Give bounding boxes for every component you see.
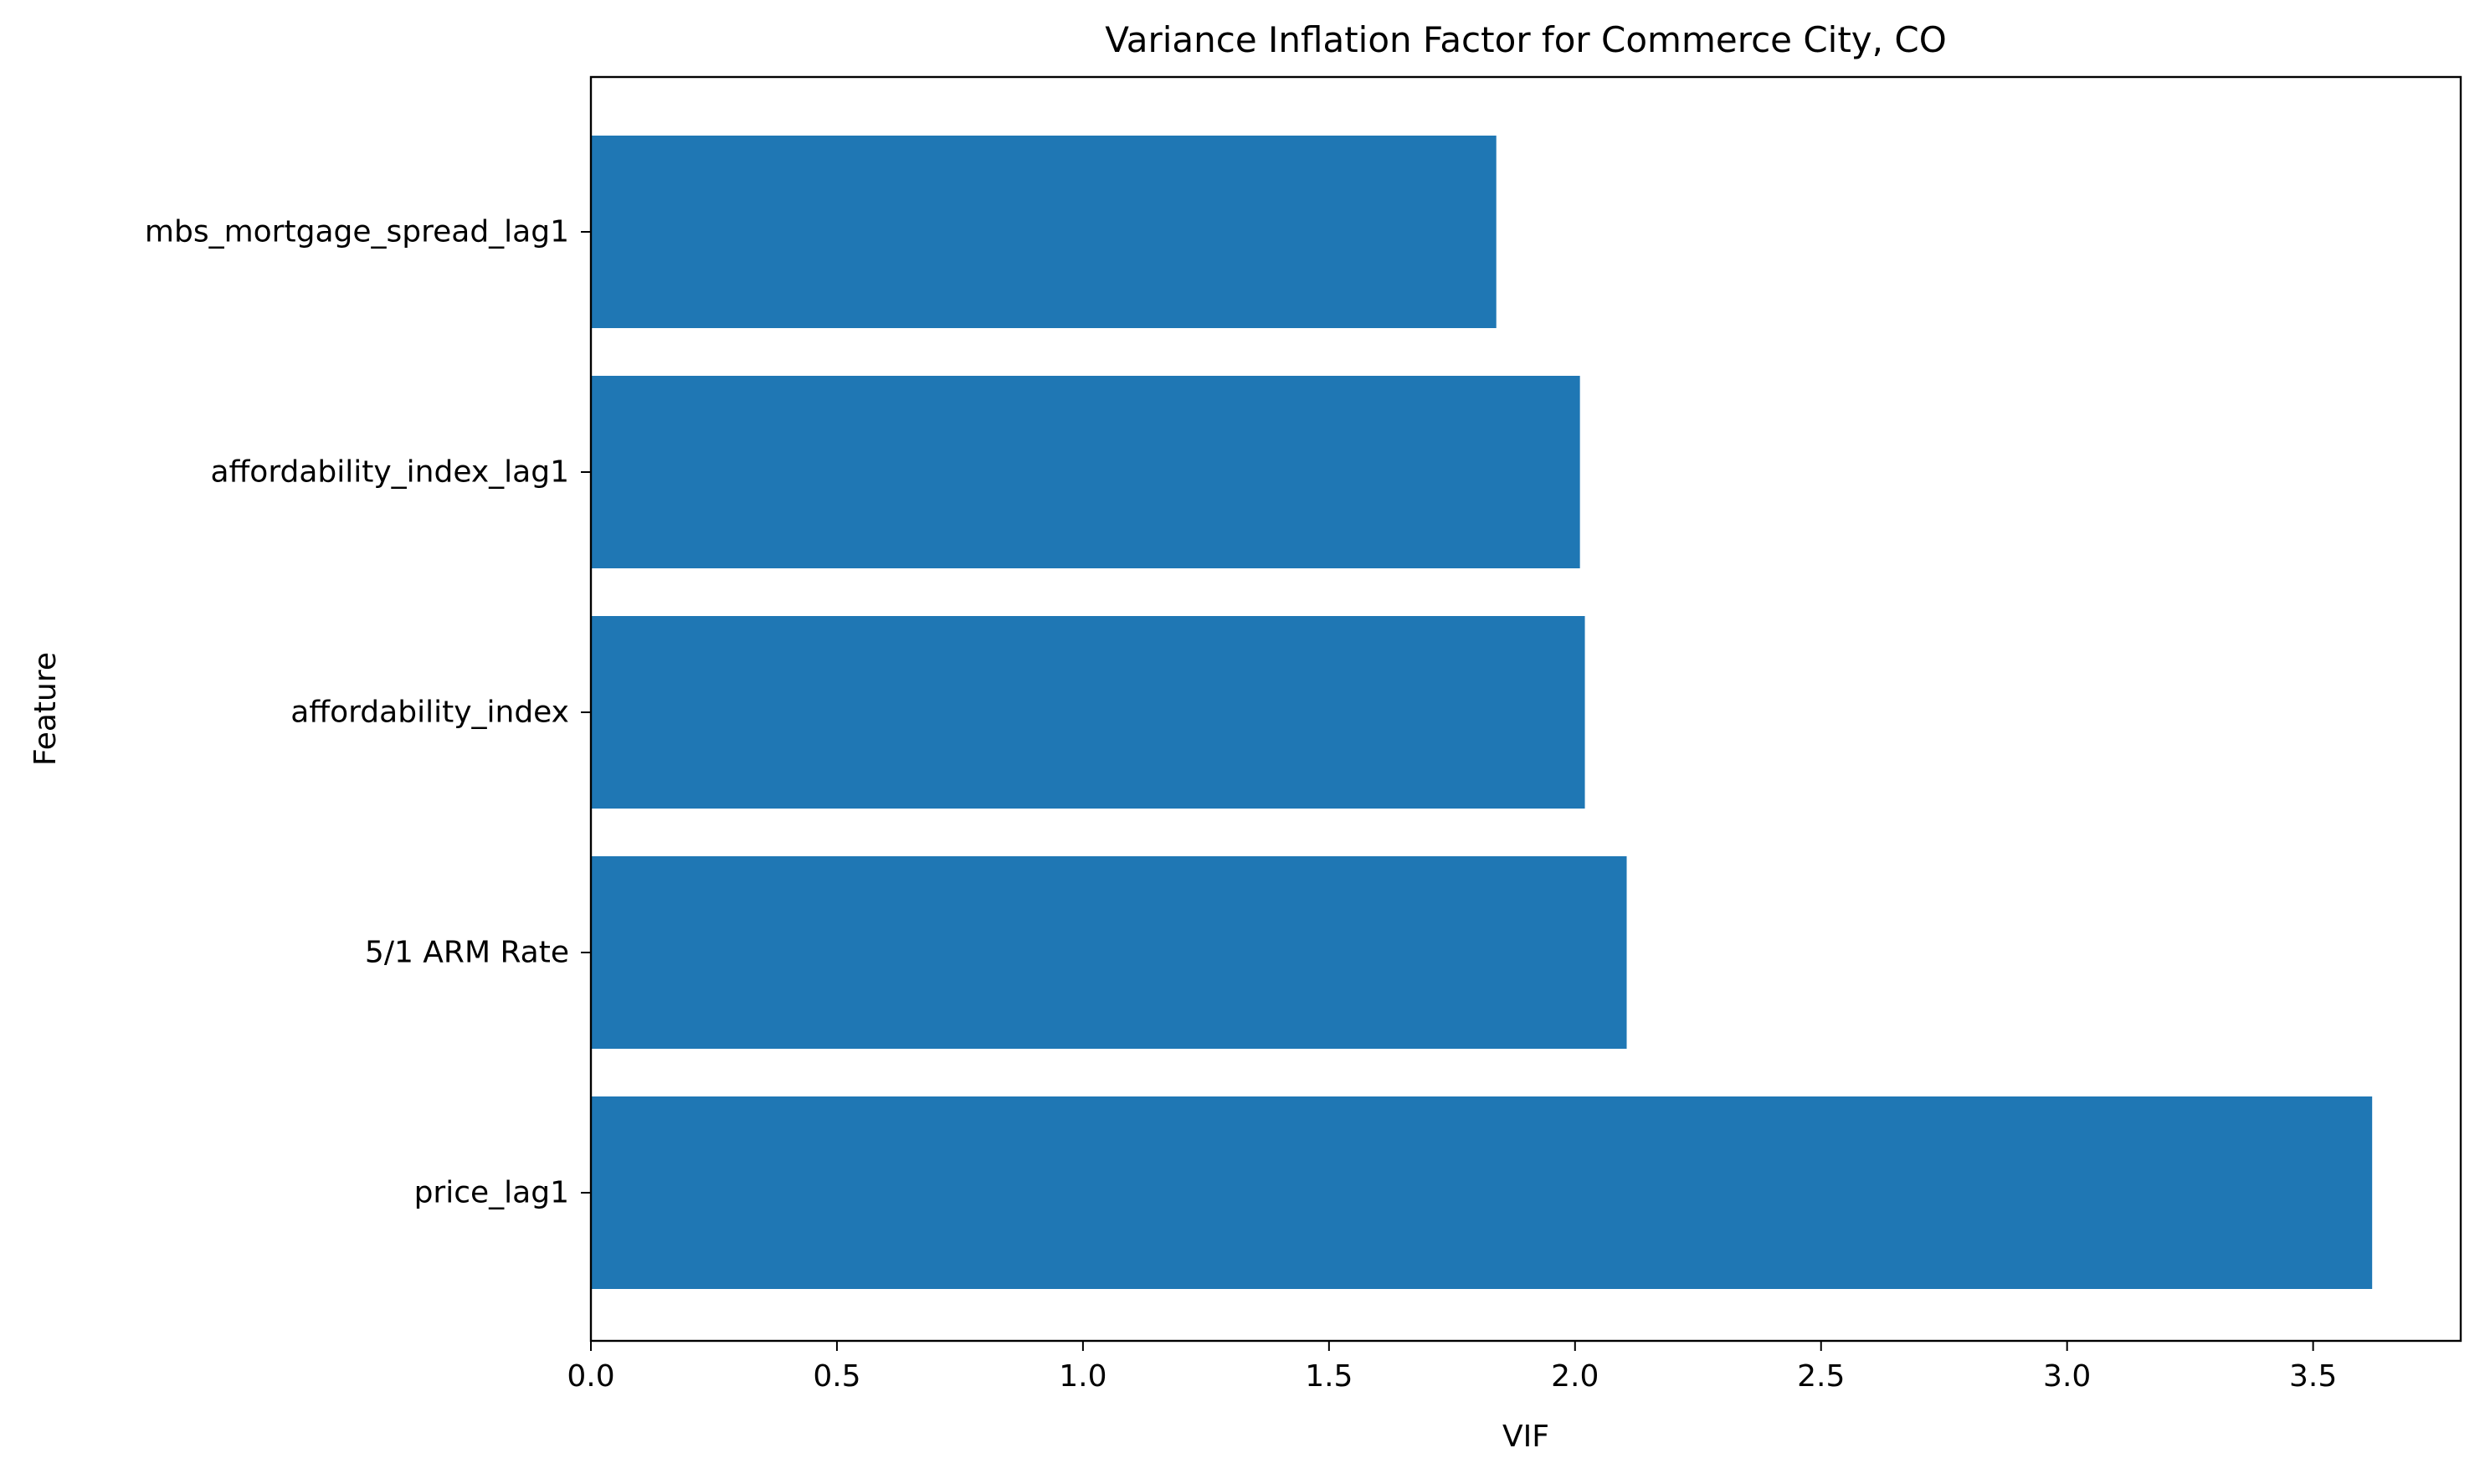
x-tick-label: 2.5: [1797, 1359, 1845, 1394]
y-axis-ticks: mbs_mortgage_spread_lag1 affordability_in…: [145, 215, 591, 1210]
y-tick-label: mbs_mortgage_spread_lag1: [145, 215, 569, 249]
bars-layer: [591, 136, 2373, 1289]
bar-3: [591, 856, 1627, 1049]
y-axis-label: Feature: [28, 652, 63, 766]
x-tick-label: 0.0: [567, 1359, 614, 1394]
x-axis-label: VIF: [1502, 1420, 1549, 1454]
chart-title: Variance Inflation Factor for Commerce C…: [1105, 19, 1947, 60]
y-tick-label: 5/1 ARM Rate: [365, 936, 569, 970]
y-tick-label: price_lag1: [414, 1176, 569, 1210]
bar-2: [591, 616, 1585, 809]
y-tick-label: affordability_index_lag1: [210, 455, 569, 490]
x-tick-label: 1.0: [1059, 1359, 1106, 1394]
x-tick-label: 0.5: [813, 1359, 860, 1394]
x-tick-label: 3.0: [2043, 1359, 2091, 1394]
bar-1: [591, 376, 1580, 568]
bar-4: [591, 1096, 2373, 1289]
x-tick-label: 1.5: [1305, 1359, 1353, 1394]
bar-0: [591, 136, 1497, 328]
x-tick-label: 3.5: [2289, 1359, 2337, 1394]
x-axis-ticks: 0.0 0.5 1.0 1.5 2.0 2.5 3.0 3.5: [567, 1341, 2337, 1394]
y-tick-label: affordability_index: [290, 696, 569, 730]
plot-frame: [589, 75, 2462, 1343]
x-tick-label: 2.0: [1551, 1359, 1599, 1394]
